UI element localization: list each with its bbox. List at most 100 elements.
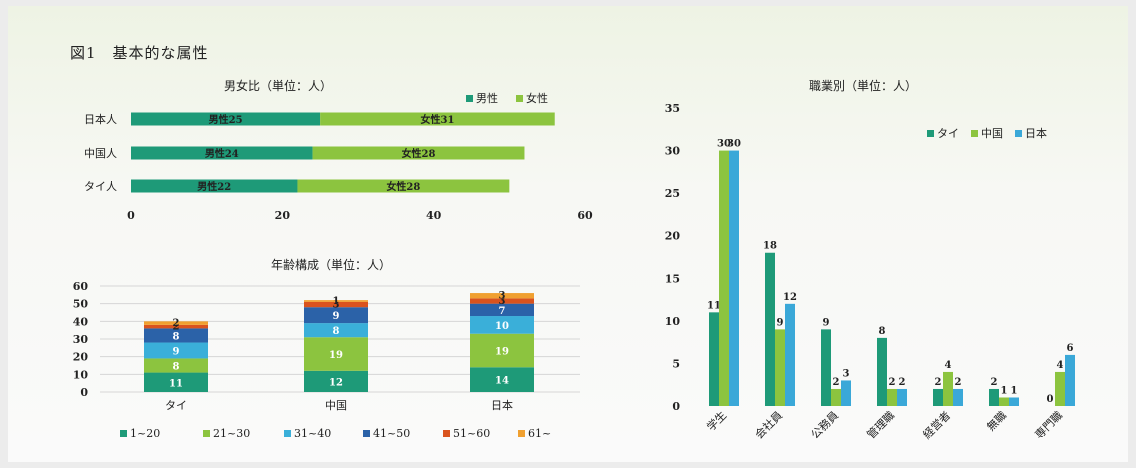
data-label: 9	[777, 317, 784, 328]
bar	[709, 312, 719, 406]
data-label: 3	[499, 296, 506, 307]
category-label: 経営者	[920, 408, 953, 441]
bar	[729, 150, 739, 406]
data-label: 2	[899, 377, 906, 388]
y-tick-label: 40	[73, 315, 89, 328]
bar-segment	[304, 307, 368, 324]
category-label: 専門職	[1033, 409, 1066, 442]
bar	[1055, 371, 1065, 406]
category-label: タイ人	[84, 180, 117, 193]
data-label: 18	[763, 241, 777, 252]
legend-label: 日本	[1025, 126, 1047, 140]
data-label: 2	[889, 377, 896, 388]
bar-segment	[304, 337, 368, 371]
bar	[897, 388, 907, 406]
bar	[775, 329, 785, 406]
category-label: 管理職	[864, 408, 897, 441]
y-tick-label: 25	[665, 187, 680, 200]
category-label: 学生	[704, 408, 729, 433]
bar-segment	[144, 358, 208, 373]
legend-label: 61~	[528, 427, 551, 440]
bar	[841, 380, 851, 406]
legend-label: 女性	[526, 91, 548, 105]
chart-title: 男女比（単位：人）	[224, 78, 332, 93]
legend-swatch	[466, 95, 473, 102]
y-tick-label: 60	[73, 280, 89, 293]
category-label: 日本	[491, 398, 513, 412]
bar-segment	[470, 333, 534, 368]
bar-segment	[470, 367, 534, 392]
data-label: 女性28	[402, 147, 436, 160]
legend-swatch	[284, 430, 291, 437]
data-label: 2	[991, 377, 998, 388]
bar	[719, 150, 729, 406]
data-label: 12	[329, 377, 343, 388]
data-label: 11	[707, 300, 721, 311]
legend-swatch	[120, 430, 127, 437]
bar-segment	[470, 303, 534, 317]
legend-label: 男性	[476, 91, 498, 105]
category-label: タイ	[165, 399, 187, 412]
bar	[1065, 354, 1075, 406]
data-label: 6	[1067, 343, 1074, 354]
data-label: 9	[173, 346, 180, 357]
data-label: 男性22	[197, 180, 231, 193]
legend-label: 21~30	[213, 427, 250, 440]
bar-segment	[144, 342, 208, 359]
bar-segment	[312, 146, 525, 160]
x-tick-label: 0	[127, 209, 135, 222]
bar-segment	[144, 324, 208, 329]
y-tick-label: 20	[73, 351, 89, 364]
legend-label: 1~20	[130, 427, 160, 440]
y-tick-label: 30	[665, 145, 681, 158]
data-label: 4	[1057, 360, 1064, 371]
bar-segment	[297, 179, 510, 193]
data-label: 2	[833, 377, 840, 388]
bar	[1009, 397, 1019, 406]
data-label: 0	[1047, 394, 1054, 405]
legend-swatch	[1015, 130, 1022, 137]
data-label: 30	[727, 139, 741, 150]
y-tick-label: 10	[73, 368, 89, 381]
bar	[877, 337, 887, 406]
data-label: 2	[173, 322, 180, 333]
bar-segment	[304, 370, 368, 392]
legend-swatch	[927, 130, 934, 137]
legend-swatch	[518, 430, 525, 437]
data-label: 19	[329, 350, 343, 361]
bar	[831, 388, 841, 406]
legend-label: 41~50	[373, 427, 410, 440]
data-label: 11	[169, 378, 183, 389]
age-composition-chart: 年齢構成（単位：人）01020304050601189822タイ12198931…	[73, 257, 580, 440]
chart-title: 職業別（単位：人）	[809, 78, 917, 93]
data-label: 1	[333, 296, 340, 307]
bar-segment	[470, 298, 534, 304]
data-label: 12	[783, 292, 797, 303]
legend-swatch	[203, 430, 210, 437]
legend-label: 51~60	[453, 427, 490, 440]
data-label: 8	[333, 326, 340, 337]
data-label: 10	[495, 321, 509, 332]
legend-swatch	[443, 430, 450, 437]
bar-segment	[144, 328, 208, 343]
x-tick-label: 20	[275, 209, 291, 222]
data-label: 2	[955, 377, 962, 388]
figure-title: 図1 基本的な属性	[70, 44, 209, 62]
legend-swatch	[363, 430, 370, 437]
y-tick-label: 15	[665, 272, 680, 285]
data-label: 14	[495, 376, 509, 387]
bar-segment	[470, 316, 534, 334]
bar	[887, 388, 897, 406]
legend-label: タイ	[937, 127, 959, 140]
data-label: 女性28	[386, 180, 420, 193]
bar	[765, 252, 775, 406]
category-label: 会社員	[752, 408, 785, 441]
bar-segment	[144, 372, 208, 392]
bar	[953, 388, 963, 406]
data-label: 9	[333, 311, 340, 322]
legend-label: 31~40	[294, 427, 331, 440]
legend-swatch	[971, 130, 978, 137]
bar-segment	[320, 112, 555, 126]
